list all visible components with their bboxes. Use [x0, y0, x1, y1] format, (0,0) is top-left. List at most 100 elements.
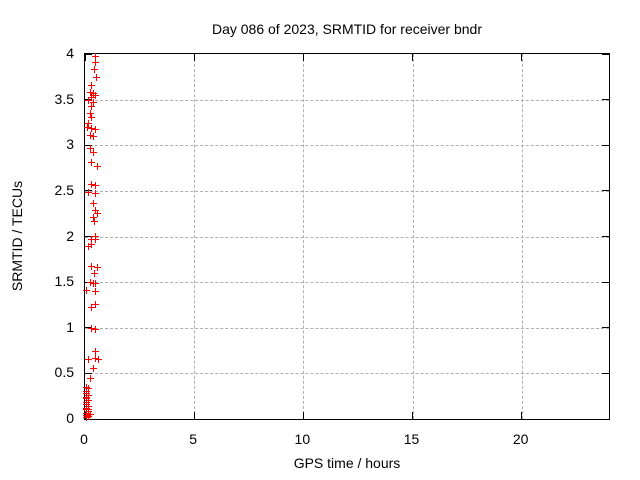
data-point-marker: [87, 81, 95, 89]
y-tick-label: 0.5: [54, 364, 74, 381]
data-point-marker: [90, 66, 98, 73]
data-point-marker: [89, 279, 97, 287]
y-tick-mark: [602, 372, 609, 374]
data-point-marker: [84, 397, 92, 405]
x-tick-label: 10: [294, 431, 311, 447]
data-point-marker: [87, 241, 95, 249]
data-point-marker: [88, 159, 96, 167]
data-point-marker: [88, 94, 96, 102]
data-point-marker: [93, 210, 101, 218]
data-point-marker: [89, 200, 97, 208]
y-tick-mark: [602, 327, 609, 329]
data-point-marker: [89, 98, 97, 106]
x-tick-mark: [521, 54, 523, 61]
y-tick-mark: [602, 236, 609, 237]
x-tick-mark: [412, 412, 413, 419]
x-gridline: [412, 54, 414, 419]
data-point-marker: [85, 97, 93, 105]
y-tick-mark: [85, 236, 92, 237]
data-point-marker: [83, 413, 91, 421]
x-tick-mark: [412, 54, 413, 61]
y-tick-mark: [85, 53, 92, 55]
data-point-marker: [93, 162, 101, 170]
data-point-marker: [83, 404, 91, 412]
y-gridline: [85, 99, 609, 101]
x-gridline: [303, 54, 305, 419]
data-point-marker: [89, 132, 97, 140]
data-point-marker: [86, 131, 94, 139]
data-point-marker: [86, 375, 94, 383]
x-tick-label: 15: [403, 431, 420, 447]
data-point-marker: [92, 326, 100, 334]
data-point-marker: [82, 389, 90, 397]
data-point-marker: [92, 53, 100, 61]
data-point-marker: [91, 206, 99, 214]
x-tick-mark: [302, 412, 304, 419]
x-tick-mark: [193, 412, 195, 419]
data-point-marker: [84, 385, 92, 393]
x-tick-mark: [193, 54, 195, 61]
y-tick-label: 1: [66, 318, 74, 335]
data-point-marker: [87, 103, 95, 111]
data-point-marker: [90, 218, 98, 226]
data-point-marker: [82, 383, 90, 391]
x-tick-mark: [521, 412, 523, 419]
data-point-marker: [84, 243, 92, 251]
data-point-marker: [83, 123, 91, 131]
data-point-marker: [91, 233, 99, 240]
y-gridline: [85, 282, 609, 284]
x-axis-label: GPS time / hours: [293, 455, 401, 471]
y-tick-mark: [85, 144, 92, 146]
x-tick-mark: [84, 54, 86, 61]
data-point-marker: [84, 402, 92, 410]
data-point-marker: [85, 119, 93, 127]
data-point-marker: [88, 114, 96, 122]
data-point-marker: [83, 399, 91, 407]
data-point-marker: [90, 270, 98, 278]
y-tick-label: 0: [66, 410, 74, 426]
y-tick-mark: [602, 53, 609, 55]
data-point-marker: [89, 213, 97, 221]
data-point-marker: [84, 356, 92, 364]
y-tick-mark: [602, 190, 609, 192]
data-point-marker: [85, 406, 93, 414]
data-point-marker: [87, 180, 95, 188]
data-point-marker: [88, 325, 96, 333]
data-point-marker: [86, 410, 94, 418]
data-point-marker: [92, 58, 100, 66]
y-tick-label: 3: [66, 136, 74, 153]
data-point-marker: [82, 411, 90, 419]
data-point-marker: [86, 278, 94, 286]
data-point-marker: [92, 74, 100, 82]
y-tick-mark: [85, 372, 92, 374]
y-tick-mark: [602, 144, 609, 146]
y-gridline: [85, 236, 609, 238]
data-point-marker: [91, 347, 99, 355]
data-point-marker: [91, 301, 99, 309]
y-axis-label: SRMTID / TECUs: [9, 180, 25, 292]
data-point-marker: [88, 263, 96, 271]
data-point-marker: [92, 280, 100, 288]
x-gridline: [194, 54, 196, 419]
data-point-marker: [92, 190, 100, 198]
data-point-marker: [88, 235, 96, 243]
data-point-marker: [83, 286, 91, 294]
data-point-marker: [89, 89, 97, 97]
y-gridline: [85, 145, 609, 147]
data-point-marker: [91, 126, 99, 134]
data-point-marker: [83, 393, 91, 401]
data-point-marker: [89, 149, 97, 157]
y-tick-mark: [602, 418, 609, 420]
data-point-marker: [83, 388, 91, 396]
y-tick-label: 3.5: [54, 90, 74, 107]
y-gridline: [85, 327, 609, 329]
y-tick-mark: [602, 99, 609, 101]
y-gridline: [85, 373, 609, 375]
data-point-marker: [92, 355, 100, 363]
y-tick-label: 4: [66, 45, 74, 61]
data-point-marker: [91, 91, 99, 99]
x-tick-label: 20: [512, 431, 529, 447]
data-point-marker: [84, 408, 92, 416]
data-point-marker: [95, 356, 103, 364]
